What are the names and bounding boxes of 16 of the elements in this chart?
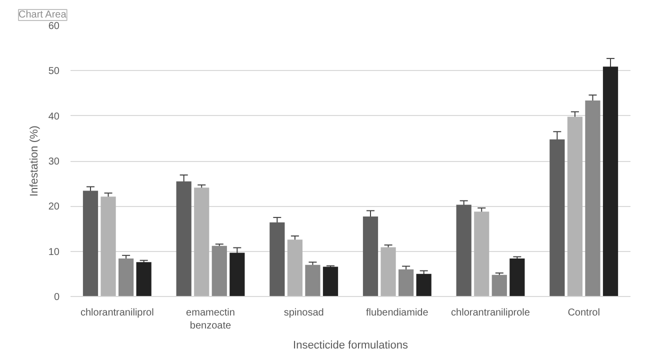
- x-tick-label: flubendiamide: [366, 308, 429, 318]
- y-axis-title: Infestation (%): [28, 126, 40, 196]
- x-tick-label: emamectin benzoate: [186, 308, 235, 332]
- x-axis-title: Insecticide formulations: [293, 340, 408, 352]
- x-tick-label: spinosad: [284, 308, 324, 318]
- y-tick-label: 0: [54, 292, 60, 303]
- y-tick-label: 40: [48, 111, 60, 122]
- x-tick-label: Control: [568, 308, 600, 318]
- x-tick-label: chlorantraniliprole: [451, 308, 530, 318]
- text: Chart Area: [18, 10, 67, 20]
- x-tick-label: chlorantraniliprol: [80, 308, 154, 318]
- y-tick-label: 10: [48, 246, 60, 258]
- y-tick-label: 30: [48, 156, 60, 168]
- y-tick-label: 20: [48, 202, 60, 213]
- y-tick-label: 60: [48, 21, 60, 32]
- y-tick-label: 50: [48, 66, 60, 78]
